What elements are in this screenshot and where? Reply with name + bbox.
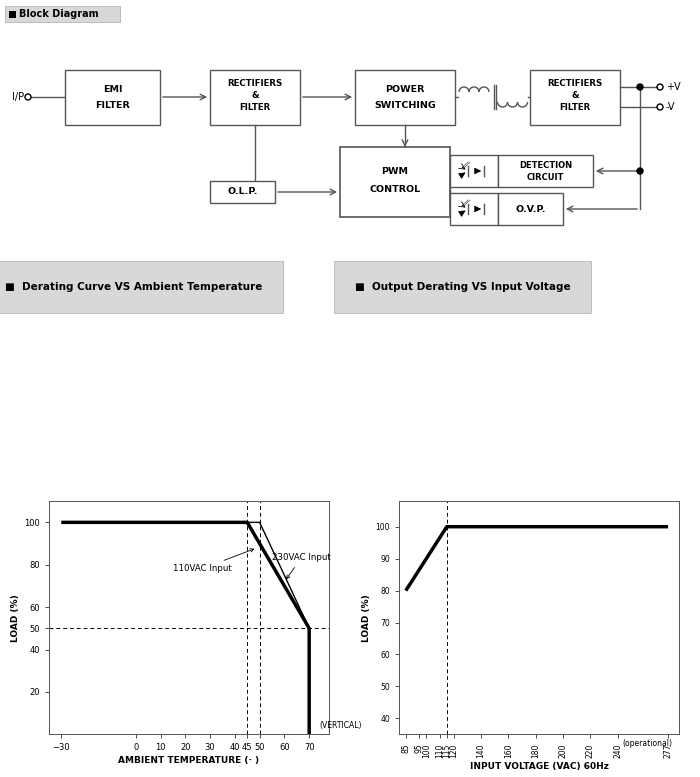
Bar xyxy=(450,193,498,225)
Text: FILTER: FILTER xyxy=(239,103,271,113)
Bar xyxy=(340,147,450,217)
Text: CONTROL: CONTROL xyxy=(370,186,421,194)
Text: &: & xyxy=(571,92,579,100)
Text: O.V.P.: O.V.P. xyxy=(515,204,546,214)
Text: O.L.P.: O.L.P. xyxy=(228,187,258,197)
Text: POWER: POWER xyxy=(385,85,425,93)
Bar xyxy=(5,6,120,22)
Text: +V: +V xyxy=(666,82,680,92)
Text: ■  Output Derating VS Input Voltage: ■ Output Derating VS Input Voltage xyxy=(355,282,570,292)
Text: -V: -V xyxy=(666,102,675,112)
Text: SWITCHING: SWITCHING xyxy=(374,100,436,110)
Bar xyxy=(210,69,300,124)
Circle shape xyxy=(637,84,643,90)
Text: I/P: I/P xyxy=(12,92,24,102)
Text: 110VAC Input: 110VAC Input xyxy=(173,549,253,573)
Text: (VERTICAL): (VERTICAL) xyxy=(319,721,362,730)
X-axis label: AMBIENT TEMPERATURE (· ): AMBIENT TEMPERATURE (· ) xyxy=(118,757,260,765)
Text: RECTIFIERS: RECTIFIERS xyxy=(547,79,603,89)
Text: EMI: EMI xyxy=(103,85,122,93)
Bar xyxy=(210,181,275,203)
Bar xyxy=(498,155,593,187)
Text: DETECTION: DETECTION xyxy=(519,161,572,169)
Y-axis label: LOAD (%): LOAD (%) xyxy=(11,594,20,642)
Bar xyxy=(9,11,16,18)
Text: FILTER: FILTER xyxy=(95,100,130,110)
Bar xyxy=(530,69,620,124)
Text: Block Diagram: Block Diagram xyxy=(19,9,99,19)
Bar xyxy=(65,69,160,124)
Text: (operational): (operational) xyxy=(622,739,672,748)
Bar xyxy=(498,193,563,225)
Bar xyxy=(450,155,498,187)
Y-axis label: LOAD (%): LOAD (%) xyxy=(363,594,371,642)
Text: ■  Derating Curve VS Ambient Temperature: ■ Derating Curve VS Ambient Temperature xyxy=(5,282,262,292)
Text: PWM: PWM xyxy=(382,168,409,176)
Text: RECTIFIERS: RECTIFIERS xyxy=(228,79,283,89)
X-axis label: INPUT VOLTAGE (VAC) 60Hz: INPUT VOLTAGE (VAC) 60Hz xyxy=(470,762,608,771)
Bar xyxy=(355,69,455,124)
Text: FILTER: FILTER xyxy=(559,103,591,113)
Text: CIRCUIT: CIRCUIT xyxy=(527,172,564,182)
Text: &: & xyxy=(251,92,259,100)
Text: 230VAC Input: 230VAC Input xyxy=(272,553,331,579)
Circle shape xyxy=(637,168,643,174)
